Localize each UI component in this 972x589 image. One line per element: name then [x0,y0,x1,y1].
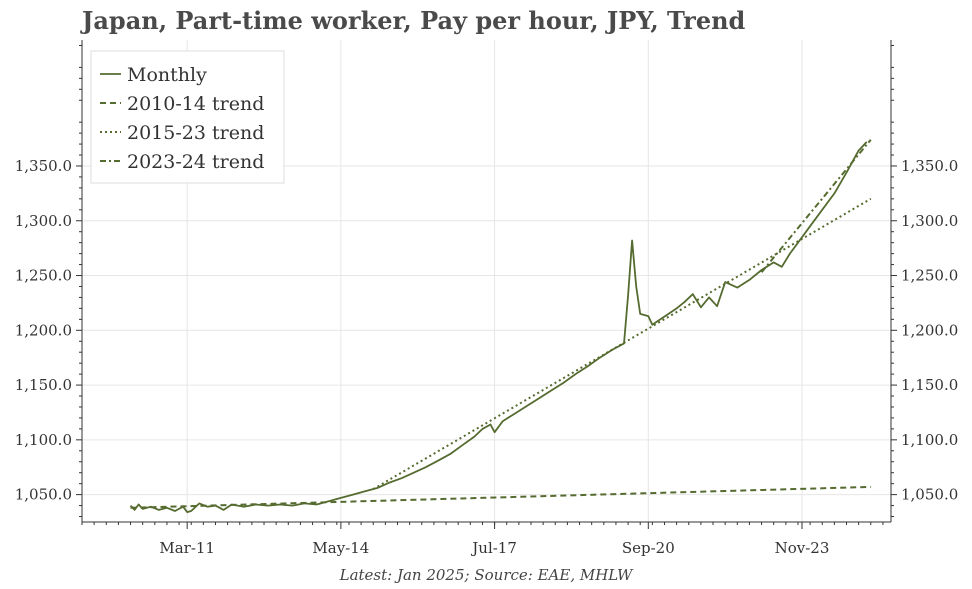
x-tick-label: Mar-11 [159,539,215,557]
series-line-2023-24-trend [760,139,872,273]
legend-label: 2010-14 trend [127,93,264,115]
series-layer [129,139,872,513]
y-tick-label-right: 1,200.0 [901,321,958,339]
chart-source: Latest: Jan 2025; Source: EAE, MHLW [339,566,633,584]
x-tick-label: Sep-20 [622,539,675,557]
y-tick-label-left: 1,200.0 [15,321,72,339]
x-tick-label: Jul-17 [470,539,517,557]
chart-title: Japan, Part-time worker, Pay per hour, J… [82,6,746,35]
y-tick-label-right: 1,350.0 [901,157,958,175]
y-tick-label-right: 1,150.0 [901,376,958,394]
legend-label: Monthly [127,64,207,86]
line-chart: 1,050.0 1,050.0 1,100.0 1,100.0 1,150.0 1,150… [15,40,958,557]
series-line-2015-23-trend [372,197,872,490]
y-tick-label-right: 1,250.0 [901,267,958,285]
y-tick-label-left: 1,050.0 [15,486,72,504]
y-tick-label-left: 1,250.0 [15,267,72,285]
legend-label: 2015-23 trend [127,122,264,144]
y-tick-label-right: 1,100.0 [901,431,958,449]
y-tick-label-left: 1,300.0 [15,212,72,230]
axes [81,40,892,523]
y-tick-label-left: 1,350.0 [15,157,72,175]
y-tick-label-left: 1,150.0 [15,376,72,394]
legend-label: 2023-24 trend [127,151,264,173]
y-tick-label-right: 1,300.0 [901,212,958,230]
series-line-2010-14-trend [130,485,871,509]
legend: Monthly 2010-14 trend 2015-23 trend 2023-24… [90,50,285,184]
y-tick-label-right: 1,050.0 [901,486,958,504]
legend-box [90,50,285,184]
x-tick-label: Nov-23 [775,539,830,557]
y-tick-label-left: 1,100.0 [15,431,72,449]
series-line-monthly [129,141,868,513]
x-tick-label: May-14 [312,539,369,557]
ticks: 1,050.0 1,050.0 1,100.0 1,100.0 1,150.0 1,150… [15,44,958,557]
